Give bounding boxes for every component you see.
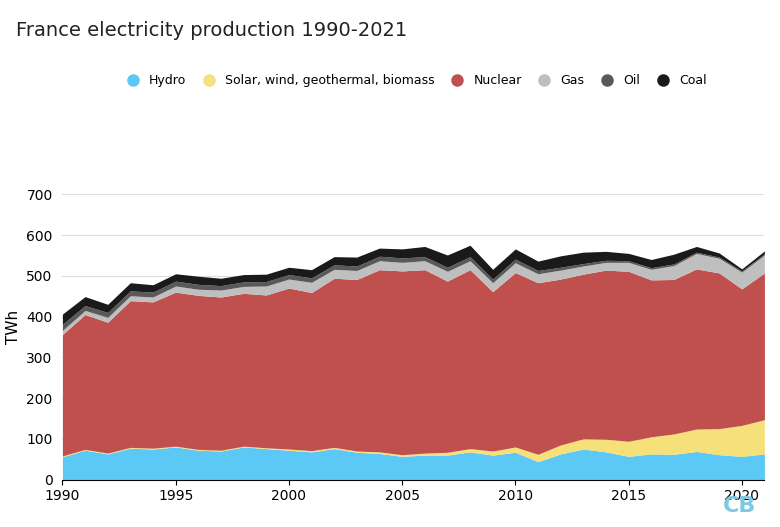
Legend: Hydro, Solar, wind, geothermal, biomass, Nuclear, Gas, Oil, Coal: Hydro, Solar, wind, geothermal, biomass,…: [115, 70, 711, 93]
Text: CB: CB: [723, 496, 757, 516]
Y-axis label: TWh: TWh: [5, 310, 21, 344]
Text: France electricity production 1990-2021: France electricity production 1990-2021: [16, 21, 407, 40]
